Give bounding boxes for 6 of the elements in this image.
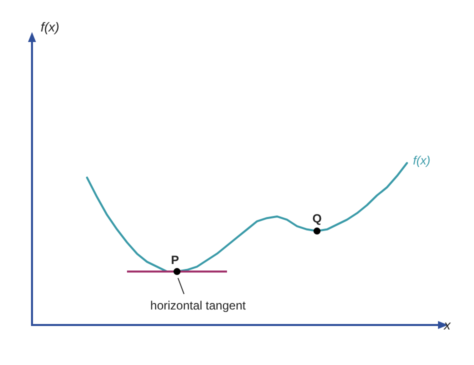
x-axis-title: x xyxy=(443,318,451,333)
annotation: horizontal tangent xyxy=(150,298,246,312)
annotation: Q xyxy=(312,211,322,226)
series-label: f(x) xyxy=(413,153,430,168)
annotation: P xyxy=(170,252,180,267)
text: f(x) xyxy=(40,20,60,35)
